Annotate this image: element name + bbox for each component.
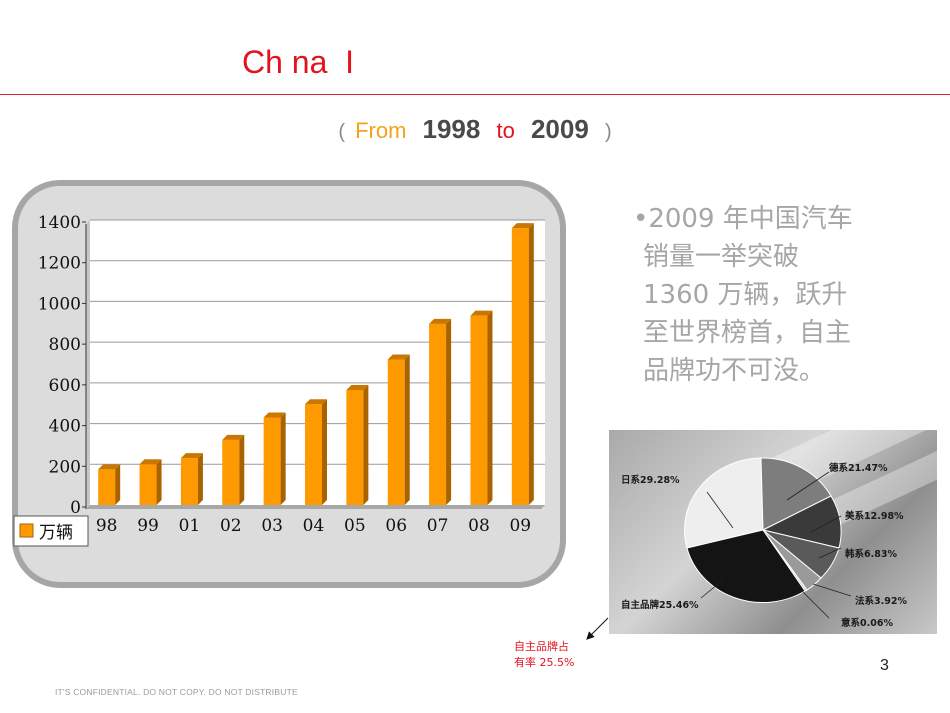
bar-side bbox=[528, 223, 534, 505]
subtitle-start-year: 1998 bbox=[422, 114, 481, 144]
bullet-line-3: 1360 万辆，跃升 bbox=[643, 280, 848, 310]
pie-label-korea: 韩系6.83% bbox=[845, 549, 897, 560]
bullet-text: •2009 年中国汽车 销量一举突破 1360 万辆，跃升 至世界榜首，自主 品… bbox=[633, 200, 903, 390]
x-tick-label: 02 bbox=[220, 516, 242, 536]
subtitle-from: From bbox=[355, 118, 407, 143]
y-tick-label: 0 bbox=[70, 498, 81, 518]
bar-top bbox=[470, 310, 493, 316]
bullet-line-4: 至世界榜首，自主 bbox=[643, 318, 852, 348]
bar bbox=[222, 439, 240, 505]
subtitle-open-paren: ( bbox=[338, 121, 346, 143]
pie-chart bbox=[684, 457, 852, 619]
x-tick-label: 05 bbox=[344, 516, 366, 536]
bar-top bbox=[511, 223, 534, 229]
bar-top bbox=[222, 434, 245, 440]
y-tick-label: 200 bbox=[49, 457, 81, 477]
slide-subtitle: ( From 1998 to 2009 ) bbox=[0, 114, 950, 145]
x-tick-label: 99 bbox=[137, 516, 159, 536]
confidential-footer: IT'S CONFIDENTIAL. DO NOT COPY. DO NOT D… bbox=[55, 687, 298, 697]
pie-label-domestic: 自主品牌25.46% bbox=[621, 600, 699, 611]
y-tick-label: 800 bbox=[49, 335, 81, 355]
bar bbox=[98, 469, 116, 505]
bullet-line-5: 品牌功不可没。 bbox=[643, 356, 826, 386]
x-tick-label: 03 bbox=[261, 516, 283, 536]
title-divider bbox=[0, 94, 950, 95]
pie-label-usa: 美系12.98% bbox=[845, 511, 904, 522]
y-tick-label: 1400 bbox=[38, 213, 81, 233]
leader-usa bbox=[810, 515, 842, 533]
bar-side bbox=[487, 310, 493, 505]
subtitle-end-year: 2009 bbox=[530, 114, 589, 144]
bar bbox=[263, 417, 281, 505]
x-tick-label: 01 bbox=[179, 516, 201, 536]
bar-top bbox=[180, 453, 203, 459]
bar-top bbox=[387, 354, 410, 360]
bar-side bbox=[404, 354, 410, 505]
x-tick-label: 07 bbox=[427, 516, 449, 536]
x-tick-label: 06 bbox=[385, 516, 407, 536]
bar bbox=[470, 315, 488, 505]
plot-side-wall bbox=[86, 220, 90, 509]
subtitle-close-paren: ) bbox=[604, 121, 612, 143]
bar-side bbox=[280, 412, 286, 505]
pie-label-germany: 德系21.47% bbox=[829, 463, 888, 474]
bar-top bbox=[98, 464, 121, 470]
bar-top bbox=[139, 459, 162, 465]
y-tick-label: 400 bbox=[49, 417, 81, 437]
leader-germany bbox=[786, 471, 830, 501]
bar-side bbox=[197, 453, 203, 505]
bar-top bbox=[305, 399, 327, 405]
annotation-text: 自主品牌占 有率 25.5% bbox=[514, 639, 574, 671]
leader-domestic bbox=[700, 579, 724, 599]
y-tick-label: 600 bbox=[49, 376, 81, 396]
pie-slice-domestic bbox=[686, 529, 806, 603]
page-number: 3 bbox=[880, 657, 889, 674]
legend-label: 万辆 bbox=[39, 523, 73, 543]
bar-top bbox=[263, 412, 286, 418]
pie-label-italy: 意系0.06% bbox=[841, 618, 893, 629]
x-tick-label: 08 bbox=[468, 516, 490, 536]
leader-korea bbox=[818, 547, 842, 559]
subtitle-to: to bbox=[496, 118, 515, 143]
pie-label-france: 法系3.92% bbox=[855, 596, 907, 607]
bar bbox=[511, 228, 529, 505]
annotation-line-2: 有率 25.5% bbox=[514, 656, 575, 669]
bar bbox=[180, 458, 198, 505]
bullet-marker: • bbox=[633, 204, 649, 234]
pie-label-japan: 日系29.28% bbox=[621, 475, 680, 486]
legend-swatch bbox=[19, 523, 34, 538]
bar-side bbox=[446, 318, 452, 505]
pie-chart-image: 日系29.28% 德系21.47% 美系12.98% 韩系6.83% 法系3.9… bbox=[609, 430, 937, 634]
bullet-line-2: 销量一举突破 bbox=[643, 242, 800, 272]
x-tick-label: 98 bbox=[96, 516, 118, 536]
slide-title: Ch na I bbox=[242, 44, 355, 80]
bar bbox=[346, 389, 364, 505]
leader-france bbox=[812, 583, 852, 597]
bar bbox=[429, 323, 447, 505]
bar-side bbox=[239, 434, 245, 505]
y-tick-label: 1200 bbox=[38, 254, 81, 274]
annotation-line-1: 自主品牌占 bbox=[514, 640, 569, 653]
bar bbox=[387, 359, 405, 505]
bullet-line-1-text: 2009 年中国汽车 bbox=[648, 204, 853, 234]
x-tick-label: 09 bbox=[509, 516, 531, 536]
leader-japan bbox=[706, 491, 734, 529]
bar-side bbox=[322, 399, 327, 505]
y-tick-label: 1000 bbox=[38, 294, 81, 314]
bar-top bbox=[429, 318, 452, 324]
bar bbox=[305, 404, 322, 505]
pie-slice-japan bbox=[684, 457, 764, 549]
bar-side bbox=[115, 464, 121, 505]
bullet-line-1: •2009 年中国汽车 bbox=[633, 200, 903, 238]
bar-side bbox=[363, 384, 369, 505]
bar-side bbox=[156, 459, 162, 505]
x-tick-label: 04 bbox=[303, 516, 325, 536]
bar-top bbox=[346, 384, 369, 390]
leader-italy bbox=[802, 591, 830, 619]
bar bbox=[139, 464, 157, 505]
plot-floor bbox=[86, 505, 545, 509]
